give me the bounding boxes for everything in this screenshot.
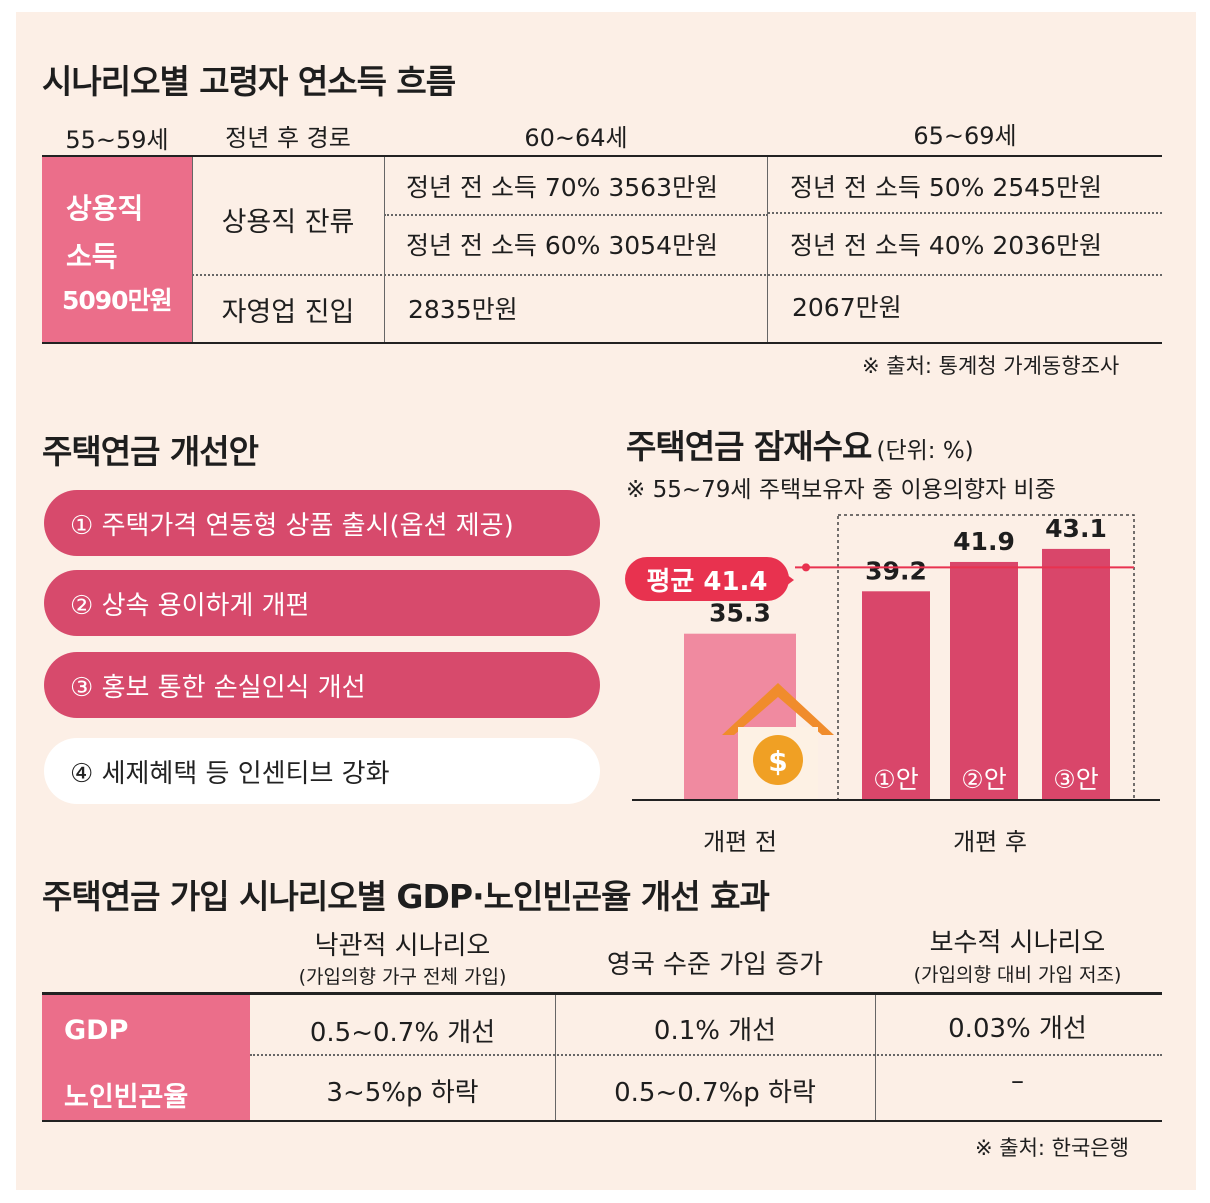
reform-item-1: ① 주택가격 연동형 상품 출시(옵션 제공)	[44, 490, 600, 556]
poverty-optimistic: 3~5%p 하락	[326, 1078, 479, 1108]
effects-col-2-name: 영국 수준 가입 증가	[606, 950, 824, 980]
bar-value-label: 39.2	[865, 556, 927, 585]
chart-title: 주택연금 잠재수요	[626, 427, 872, 466]
reform-item-2-text: ② 상속 용이하게 개편	[70, 590, 310, 621]
bar-value-label: 35.3	[709, 599, 771, 628]
table-top-rule	[42, 155, 1162, 157]
start-income-line2: 소득	[66, 240, 118, 273]
reform-item-3-text: ③ 홍보 통한 손실인식 개선	[70, 672, 366, 703]
effects-col-3-sub: (가입의향 대비 가입 저조)	[913, 964, 1122, 986]
effects-source: ※ 출처: 한국은행	[975, 1136, 1129, 1160]
group-label-before: 개편 전	[703, 828, 777, 856]
chart-unit: (단위: %)	[876, 438, 974, 464]
col-divider	[384, 157, 385, 342]
bar-2	[862, 591, 930, 800]
average-line-marker	[802, 563, 810, 572]
poverty-uk-level: 0.5~0.7%p 하락	[614, 1078, 816, 1108]
path-self-employed-label: 자영업 진입	[221, 297, 355, 328]
effects-top-rule	[42, 992, 1162, 995]
bar-value-label: 43.1	[1045, 514, 1107, 543]
stay-65-69-40pct: 정년 전 소득 40% 2036만원	[790, 231, 1102, 260]
col-header-55-59: 55~59세	[65, 126, 169, 154]
effects-row-poverty-label: 노인빈곤율	[64, 1082, 189, 1113]
poverty-conservative: –	[1011, 1066, 1024, 1096]
col-divider	[767, 157, 768, 342]
col-divider	[192, 157, 193, 342]
reform-item-3: ③ 홍보 통한 손실인식 개선	[44, 652, 600, 718]
gdp-optimistic: 0.5~0.7% 개선	[309, 1018, 496, 1048]
reform-item-1-text: ① 주택가격 연동형 상품 출시(옵션 제공)	[70, 510, 514, 541]
effects-col-1-sub: (가입의향 가구 전체 가입)	[298, 966, 507, 988]
gdp-uk-level: 0.1% 개선	[653, 1016, 777, 1046]
effects-row-divider	[250, 1054, 1162, 1056]
bar-category-label: ①안	[873, 765, 918, 794]
average-badge: 평균 41.4	[625, 557, 789, 601]
stay-65-69-50pct: 정년 전 소득 50% 2545만원	[790, 173, 1102, 202]
bar-3	[950, 561, 1018, 800]
table-bottom-rule	[42, 342, 1162, 344]
start-income-cell: 상용직 소득 5090만원	[42, 157, 192, 342]
effects-title: 주택연금 가입 시나리오별 GDP·노인빈곤율 개선 효과	[42, 877, 770, 916]
gdp-conservative: 0.03% 개선	[948, 1014, 1087, 1044]
house-coin-icon: $	[722, 683, 834, 799]
chart-subtitle: ※ 55~79세 주택보유자 중 이용의향자 비중	[626, 477, 1056, 503]
col-header-path: 정년 후 경로	[225, 124, 351, 152]
effects-col-1-name: 낙관적 시나리오	[314, 931, 491, 961]
stay-60-64-60pct: 정년 전 소득 60% 3054만원	[406, 231, 718, 260]
reform-item-4-text: ④ 세제혜택 등 인센티브 강화	[70, 758, 390, 789]
effects-row-gdp-label: GDP	[64, 1015, 129, 1046]
bar-category-label: ②안	[961, 765, 1006, 794]
start-income-amount: 5090만원	[62, 286, 173, 315]
income-flow-title: 시나리오별 고령자 연소득 흐름	[42, 62, 456, 101]
row-divider	[192, 274, 1162, 276]
reform-title: 주택연금 개선안	[42, 432, 259, 471]
average-badge-pointer	[782, 571, 794, 589]
average-label: 평균 41.4	[646, 566, 768, 597]
reform-item-4: ④ 세제혜택 등 인센티브 강화	[44, 738, 600, 804]
bar-value-label: 41.9	[953, 527, 1015, 556]
effects-col-3-name: 보수적 시나리오	[929, 928, 1106, 958]
reform-item-2: ② 상속 용이하게 개편	[44, 570, 600, 636]
row-divider	[384, 214, 768, 216]
effects-col-divider	[555, 995, 556, 1120]
effects-row-label-column: GDP 노인빈곤율	[42, 995, 250, 1120]
chart-title-row: 주택연금 잠재수요 (단위: %)	[626, 420, 974, 468]
self-employed-60-64: 2835만원	[408, 295, 518, 324]
income-source: ※ 출처: 통계청 가계동향조사	[862, 354, 1120, 378]
self-employed-65-69: 2067만원	[792, 293, 902, 322]
col-header-60-64: 60~64세	[524, 124, 628, 152]
effects-col-divider	[875, 995, 876, 1120]
col-header-65-69: 65~69세	[913, 122, 1017, 150]
path-stay-label: 상용직 잔류	[221, 207, 355, 238]
stay-60-64-70pct: 정년 전 소득 70% 3563만원	[406, 173, 718, 202]
svg-text:$: $	[768, 745, 787, 778]
bar-category-label: ③안	[1053, 765, 1098, 794]
bar-4	[1042, 548, 1110, 800]
effects-bottom-rule	[42, 1120, 1162, 1122]
start-income-line1: 상용직	[66, 192, 144, 225]
group-label-after: 개편 후	[953, 828, 1027, 856]
row-divider	[768, 212, 1162, 214]
